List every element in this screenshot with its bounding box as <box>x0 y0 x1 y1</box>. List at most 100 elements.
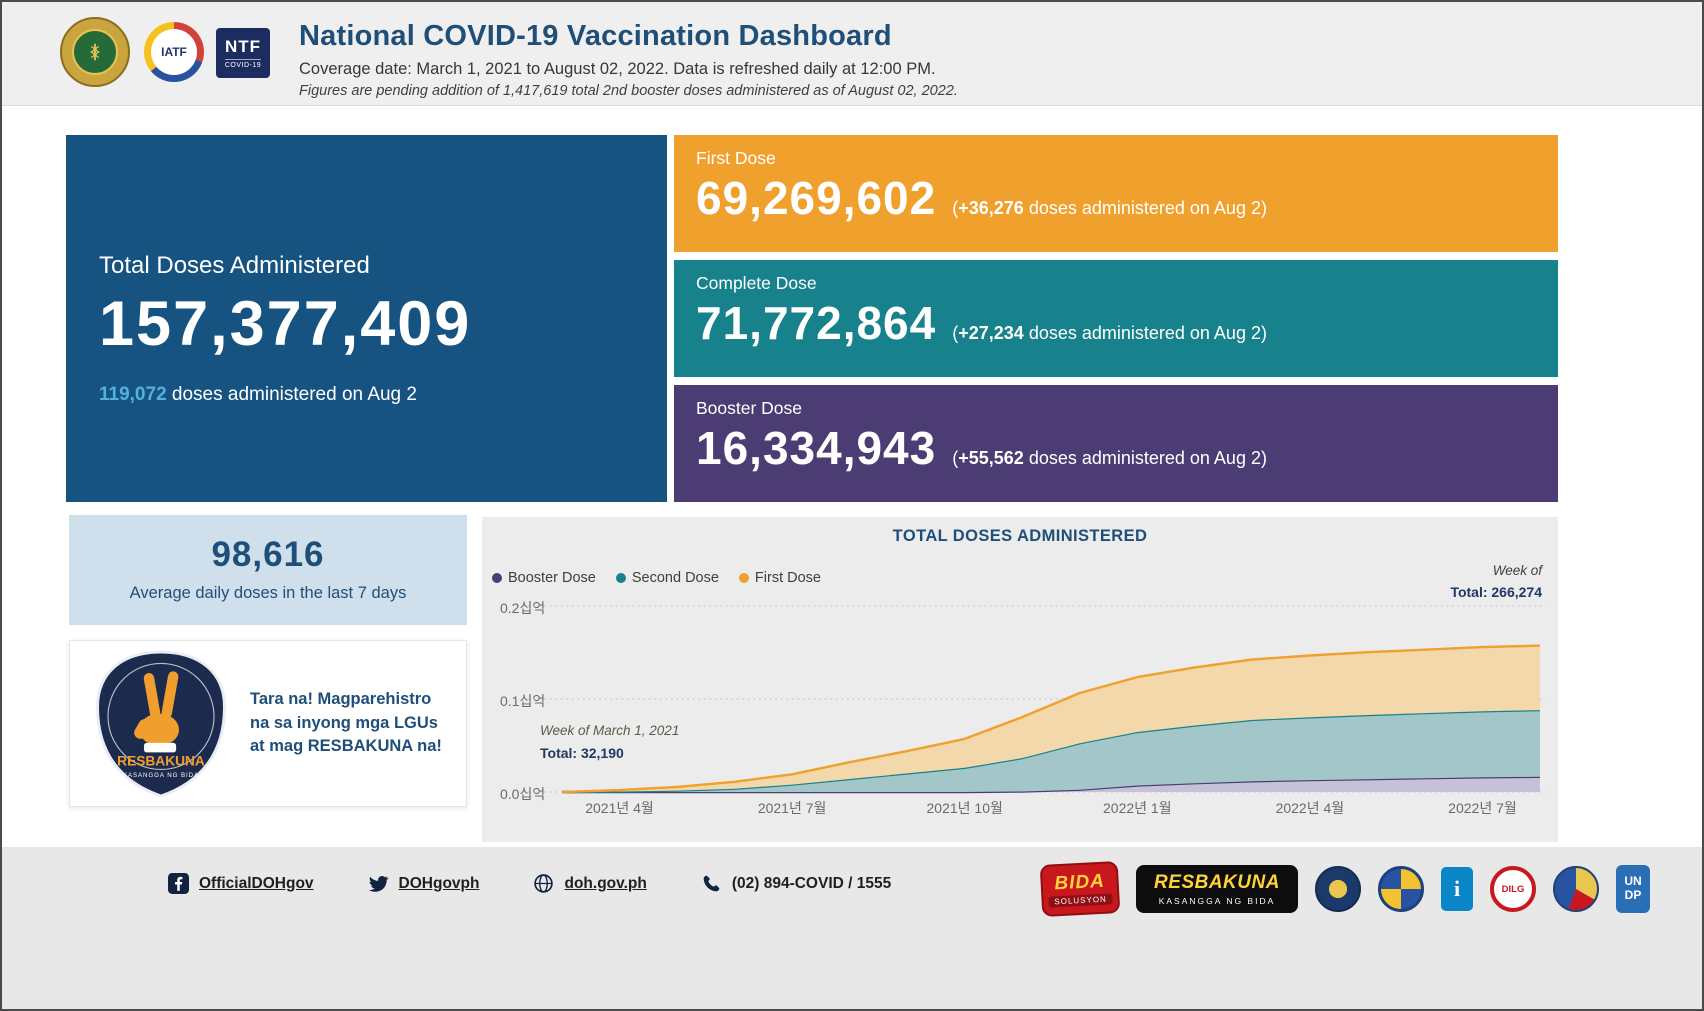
facebook-link[interactable]: OfficialDOHgov <box>168 873 314 894</box>
dilg-logo-text: DILG <box>1501 883 1525 895</box>
complete-dose-card: Complete Dose 71,772,864 (+27,234 doses … <box>674 260 1558 377</box>
header: IATF NTF COVID-19 National COVID-19 Vacc… <box>2 2 1702 106</box>
x-axis-tick: 2022년 4월 <box>1275 800 1345 816</box>
footer: OfficialDOHgov DOHgovph doh.gov.ph <box>2 847 1702 1009</box>
first-dose-delta: (+36,276 doses administered on Aug 2) <box>952 198 1267 219</box>
stacked-area-chart[interactable] <box>528 605 1546 792</box>
twitter-link[interactable]: DOHgovph <box>368 873 480 894</box>
facebook-link-label: OfficialDOHgov <box>199 874 314 892</box>
first-dose-delta-suffix: doses administered on Aug 2) <box>1023 198 1267 218</box>
twitter-icon <box>368 876 389 892</box>
pia-logo-icon: i <box>1441 867 1473 911</box>
complete-dose-label: Complete Dose <box>696 273 817 293</box>
legend-label: Booster Dose <box>508 570 596 586</box>
booster-dose-value: 16,334,943 <box>696 422 937 474</box>
facebook-icon <box>168 873 189 894</box>
caduceus-icon <box>89 43 101 61</box>
first-dose-dot-icon <box>738 573 749 583</box>
total-delta-suffix: doses administered on Aug 2 <box>166 384 417 405</box>
booster-dose-dot-icon <box>492 573 502 583</box>
ntf-logo-subtext: COVID-19 <box>224 59 262 69</box>
x-axis-tick: 2022년 1월 <box>1103 800 1172 816</box>
promo-text: Tara na! Magparehistro na sa inyong mga … <box>250 689 442 756</box>
total-doses-label: Total Doses Administered <box>99 252 370 279</box>
hotline-number-label: (02) 894-COVID / 1555 <box>731 874 892 892</box>
bida-solusyon-logo-icon: BIDA SOLUSYON <box>1039 860 1121 918</box>
latest-week-total: Total: 266,274 <box>1450 584 1542 600</box>
badge-title: RESBAKUNA <box>117 753 205 768</box>
x-axis-tick: 2021년 10월 <box>926 800 1003 816</box>
footer-logos: BIDA SOLUSYON RESBAKUNA KASANGGA NG BIDA… <box>1039 860 1650 918</box>
website-link-label: doh.gov.ph <box>564 874 647 892</box>
first-week-label: Week of March 1, 2021 <box>540 723 680 738</box>
average-daily-doses-card: 98,616 Average daily doses in the last 7… <box>69 515 467 625</box>
website-link[interactable]: doh.gov.ph <box>533 873 647 894</box>
dilg-seal-icon: DILG <box>1490 866 1536 912</box>
bida-logo-subtext: SOLUSYON <box>1048 893 1114 908</box>
iatf-logo-icon: IATF <box>144 22 204 82</box>
complete-dose-delta-value: +27,234 <box>958 323 1024 343</box>
first-dose-row: 69,269,602 (+36,276 doses administered o… <box>696 171 1558 225</box>
iatf-text: IATF <box>161 45 187 59</box>
first-week-annotation: Week of March 1, 2021 Total: 32,190 <box>540 723 679 761</box>
y-axis-tick: 0.0십억 <box>500 786 546 802</box>
booster-dose-row: 16,334,943 (+55,562 doses administered o… <box>696 421 1558 475</box>
hotline-number[interactable]: (02) 894-COVID / 1555 <box>701 873 891 894</box>
badge-subtitle: KASANGGA NG BIDA <box>123 772 199 779</box>
legend-item-first[interactable]: First Dose <box>738 570 821 586</box>
y-axis-tick: 0.2십억 <box>500 600 546 616</box>
booster-dose-card: Booster Dose 16,334,943 (+55,562 doses a… <box>674 385 1558 502</box>
footer-links: OfficialDOHgov DOHgovph doh.gov.ph <box>168 873 891 894</box>
complete-dose-row: 71,772,864 (+27,234 doses administered o… <box>696 296 1558 350</box>
globe-icon <box>534 874 554 893</box>
first-dose-value: 69,269,602 <box>696 172 937 224</box>
coverage-date-text: Coverage date: March 1, 2021 to August 0… <box>299 60 936 78</box>
doh-seal-center <box>72 29 118 75</box>
undp-logo-text: DP <box>1624 888 1642 902</box>
chart-title: TOTAL DOSES ADMINISTERED <box>892 527 1148 545</box>
ntf-covid19-logo-icon: NTF COVID-19 <box>216 28 270 78</box>
total-doses-card: Total Doses Administered 157,377,409 119… <box>66 135 667 502</box>
first-dose-card: First Dose 69,269,602 (+36,276 doses adm… <box>674 135 1558 252</box>
x-axis-tick: 2021년 4월 <box>585 800 654 816</box>
first-dose-label: First Dose <box>696 148 776 168</box>
booster-dose-delta: (+55,562 doses administered on Aug 2) <box>952 448 1267 469</box>
booster-dose-label: Booster Dose <box>696 398 803 418</box>
y-axis-tick: 0.1십억 <box>500 693 546 709</box>
presidential-communications-seal-icon <box>1315 866 1361 912</box>
legend-label: First Dose <box>754 570 821 586</box>
complete-dose-delta: (+27,234 doses administered on Aug 2) <box>952 323 1267 344</box>
resbakuna-badge-icon: RESBAKUNA KASANGGA NG BIDA <box>96 650 226 797</box>
total-doses-delta: 119,072 doses administered on Aug 2 <box>99 384 667 406</box>
pending-doses-note: Figures are pending addition of 1,417,61… <box>299 83 958 99</box>
doses-area-plot[interactable] <box>528 605 1546 792</box>
resbakuna-promo-card: RESBAKUNA KASANGGA NG BIDA Tara na! Magp… <box>69 640 467 807</box>
x-axis: 2021년 4월 2021년 7월 2021년 10월 2022년 1월 202… <box>562 798 1540 818</box>
complete-dose-value: 71,772,864 <box>696 297 937 349</box>
average-daily-doses-label: Average daily doses in the last 7 days <box>129 584 407 602</box>
resbakuna-banner-text: RESBAKUNA <box>1154 872 1280 893</box>
first-dose-delta-prefix: ( <box>952 198 959 218</box>
booster-dose-delta-suffix: doses administered on Aug 2) <box>1023 448 1267 468</box>
legend-item-second[interactable]: Second Dose <box>615 570 719 586</box>
header-text-block: National COVID-19 Vaccination Dashboard … <box>299 20 958 99</box>
second-dose-dot-icon <box>615 573 626 583</box>
legend-item-booster[interactable]: Booster Dose <box>492 570 596 586</box>
complete-dose-delta-prefix: ( <box>952 323 959 343</box>
doses-chart-panel: TOTAL DOSES ADMINISTERED Booster Dose Se… <box>482 517 1558 842</box>
government-seal-icon <box>1378 866 1424 912</box>
x-axis-tick: 2022년 7월 <box>1448 800 1517 816</box>
doh-seal-icon <box>60 17 130 87</box>
peace-hand-icon <box>134 670 179 746</box>
twitter-link-label: DOHgovph <box>398 874 480 892</box>
total-delta-value: 119,072 <box>99 384 167 405</box>
x-axis-tick: 2021년 7월 <box>757 800 827 816</box>
latest-week-annotation: Week of Total: 266,274 <box>1450 563 1542 600</box>
booster-dose-delta-value: +55,562 <box>958 448 1024 468</box>
iatf-logo-label: IATF <box>151 29 197 75</box>
first-dose-delta-value: +36,276 <box>958 198 1024 218</box>
philippine-seal-icon <box>1553 866 1599 912</box>
bida-logo-text: BIDA <box>1053 870 1106 895</box>
complete-dose-delta-suffix: doses administered on Aug 2) <box>1023 323 1267 343</box>
